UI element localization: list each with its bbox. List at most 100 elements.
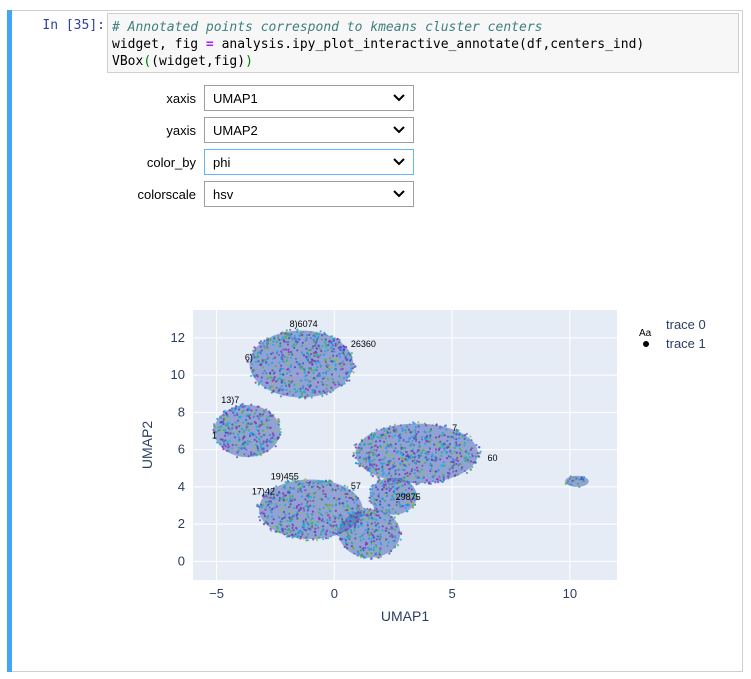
colorscale-dropdown[interactable]: hsv xyxy=(204,181,414,207)
scatter-point xyxy=(370,542,373,545)
yaxis-widget: yaxis UMAP2 xyxy=(110,117,414,143)
scatter-point xyxy=(262,495,265,498)
scatter-point xyxy=(316,365,319,369)
scatter-point xyxy=(367,537,371,540)
scatter-point xyxy=(260,349,263,352)
scatter-point xyxy=(408,437,411,440)
scatter-point xyxy=(284,384,288,388)
scatter-point xyxy=(401,491,404,494)
scatter-point xyxy=(329,379,332,382)
scatter-point xyxy=(392,429,395,432)
scatter-point xyxy=(568,482,571,485)
scatter-point xyxy=(310,360,313,364)
scatter-point xyxy=(466,458,469,461)
scatter-point xyxy=(425,435,429,438)
scatter-point xyxy=(410,435,413,439)
scatter-point xyxy=(326,519,329,522)
scatter-point xyxy=(272,487,276,490)
scatter-point xyxy=(463,456,466,459)
scatter-point xyxy=(273,376,276,379)
scatter-point xyxy=(272,441,276,444)
scatter-point xyxy=(348,496,351,500)
scatter-point xyxy=(231,447,234,450)
scatter-point xyxy=(408,487,411,490)
scatter-point xyxy=(357,526,360,529)
scatter-point xyxy=(271,361,274,364)
y-tick-label: 2 xyxy=(178,516,185,531)
scatter-point xyxy=(328,519,332,522)
scatter-point xyxy=(392,461,395,464)
scatter-point xyxy=(345,376,348,379)
scatter-point xyxy=(440,451,443,454)
scatter-point xyxy=(403,475,406,479)
legend[interactable]: Aa trace 0 trace 1 xyxy=(639,317,706,351)
scatter-point xyxy=(258,351,261,354)
color-by-value: phi xyxy=(213,154,231,170)
scatter-point xyxy=(270,387,273,391)
scatter-point xyxy=(405,440,408,444)
scatter-point xyxy=(332,347,335,351)
scatter-point xyxy=(271,521,274,525)
scatter-point xyxy=(224,439,227,442)
scatter-point xyxy=(281,520,284,523)
scatter-point xyxy=(404,431,407,434)
scatter-point xyxy=(349,358,352,361)
scatter-point xyxy=(449,455,452,459)
scatter-point xyxy=(397,479,400,482)
scatter-point xyxy=(469,468,473,471)
scatter-point xyxy=(378,538,381,541)
scatter-point xyxy=(345,500,349,503)
scatter-point xyxy=(348,375,351,378)
scatter-point xyxy=(324,358,327,361)
scatter-point xyxy=(372,435,376,439)
scatter-point xyxy=(299,487,302,490)
scatter-point xyxy=(306,509,310,512)
scatter-point xyxy=(336,338,339,341)
xaxis-dropdown[interactable]: UMAP1 xyxy=(204,85,414,111)
legend-item-trace-0[interactable]: trace 0 xyxy=(666,317,706,332)
scatter-point xyxy=(361,534,364,537)
color-by-dropdown[interactable]: phi xyxy=(204,149,414,175)
scatter-point xyxy=(253,420,257,424)
yaxis-dropdown[interactable]: UMAP2 xyxy=(204,117,414,143)
scatter-point xyxy=(279,498,283,501)
legend-item-trace-1[interactable]: trace 1 xyxy=(666,336,706,351)
scatter-point xyxy=(294,345,297,348)
scatter-point xyxy=(375,528,378,532)
scatter-point xyxy=(337,517,340,520)
scatter-point xyxy=(436,453,439,457)
scatter-point xyxy=(287,350,290,354)
y-tick-label: 10 xyxy=(171,367,185,382)
scatter-point xyxy=(417,430,420,434)
scatter-point xyxy=(217,426,220,429)
scatter-point xyxy=(311,510,315,513)
scatter-point xyxy=(411,439,414,442)
scatter-point xyxy=(337,380,340,384)
scatter-point xyxy=(334,383,337,386)
scatter-point xyxy=(321,334,324,337)
scatter-point xyxy=(409,498,412,501)
scatter-point xyxy=(258,440,261,444)
scatter-point xyxy=(237,449,240,452)
scatter-point xyxy=(314,527,317,530)
scatter-point xyxy=(388,489,391,492)
scatter-point xyxy=(305,539,308,542)
scatter-point xyxy=(320,513,323,516)
scatter-point xyxy=(268,410,271,413)
scatter-point xyxy=(273,356,277,359)
code-editor[interactable]: # Annotated points correspond to kmeans … xyxy=(107,13,739,73)
scatter-point xyxy=(319,364,322,367)
scatter-point xyxy=(261,372,264,375)
scatter-point xyxy=(298,364,302,368)
scatter-point xyxy=(391,535,394,538)
umap-scatter-plot[interactable]: 8)6074 26360 6) 13)7 1 7 60 19)455 17)42 57 29875 … xyxy=(120,290,720,640)
scatter-point xyxy=(316,521,320,524)
scatter-point xyxy=(431,475,434,479)
scatter-point xyxy=(345,354,349,357)
scatter-point xyxy=(265,502,268,505)
scatter-point xyxy=(452,459,455,462)
scatter-point xyxy=(288,505,291,509)
scatter-point xyxy=(329,530,332,534)
scatter-point xyxy=(436,469,440,472)
scatter-point xyxy=(410,442,413,445)
